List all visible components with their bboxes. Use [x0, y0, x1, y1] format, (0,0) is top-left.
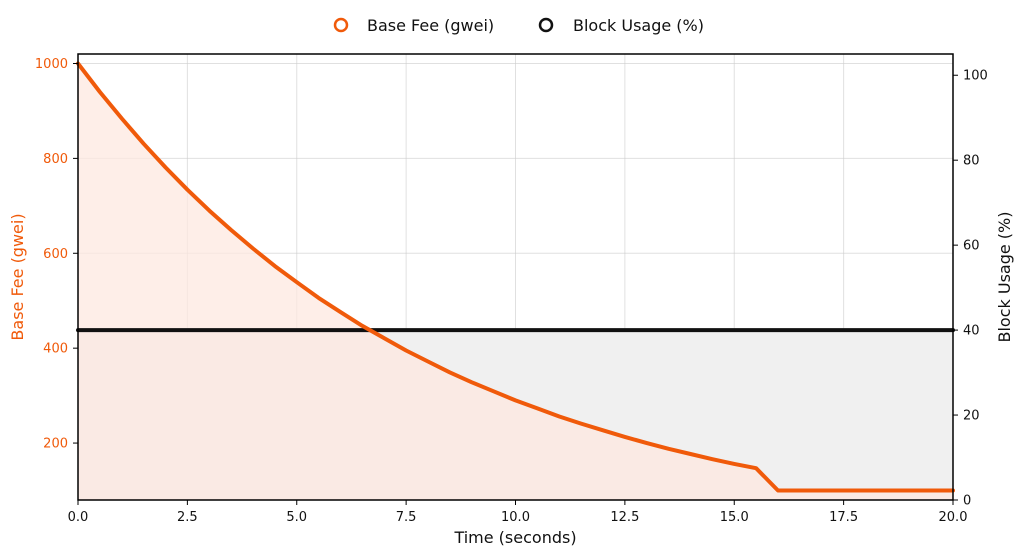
x-tick-label: 17.5 — [829, 510, 858, 525]
x-axis-ticks: 0.0 2.5 5.0 7.5 10.0 12.5 15.0 17.5 20.0 — [68, 500, 968, 525]
x-tick-label: 15.0 — [720, 510, 749, 525]
x-tick-label: 12.5 — [610, 510, 639, 525]
right-y-axis-title: Block Usage (%) — [995, 212, 1014, 343]
right-y-tick-label: 0 — [963, 494, 971, 509]
area-fills — [78, 63, 953, 500]
x-axis-title: Time (seconds) — [453, 528, 576, 547]
x-tick-label: 20.0 — [939, 510, 968, 525]
base-fee-line — [76, 61, 955, 493]
x-tick-label: 7.5 — [396, 510, 417, 525]
legend-label-base-fee: Base Fee (gwei) — [367, 16, 494, 35]
left-y-tick-label: 800 — [43, 152, 68, 167]
plot-area — [76, 53, 955, 501]
legend-label-block-usage: Block Usage (%) — [573, 16, 704, 35]
left-y-tick-label: 600 — [43, 247, 68, 262]
x-tick-label: 5.0 — [286, 510, 307, 525]
right-y-axis-ticks: 0 20 40 60 80 100 — [953, 69, 988, 509]
legend-marker-block-usage — [538, 17, 554, 33]
legend: Base Fee (gwei) Block Usage (%) — [333, 16, 704, 35]
right-y-tick-label: 20 — [963, 409, 980, 424]
right-y-tick-label: 80 — [963, 154, 980, 169]
left-y-axis-ticks: 200 400 600 800 1000 — [35, 57, 78, 452]
legend-marker-base-fee — [333, 17, 349, 33]
right-y-tick-label: 60 — [963, 239, 980, 254]
series-lines — [76, 61, 955, 493]
base-fee-area — [78, 63, 953, 500]
left-y-axis-title: Base Fee (gwei) — [8, 213, 27, 340]
right-y-tick-label: 40 — [963, 324, 980, 339]
left-y-tick-label: 200 — [43, 437, 68, 452]
left-y-tick-label: 400 — [43, 342, 68, 357]
left-y-tick-label: 1000 — [35, 57, 68, 72]
right-y-tick-label: 100 — [963, 69, 988, 84]
x-tick-label: 2.5 — [177, 510, 198, 525]
x-tick-label: 0.0 — [68, 510, 89, 525]
x-tick-label: 10.0 — [501, 510, 530, 525]
